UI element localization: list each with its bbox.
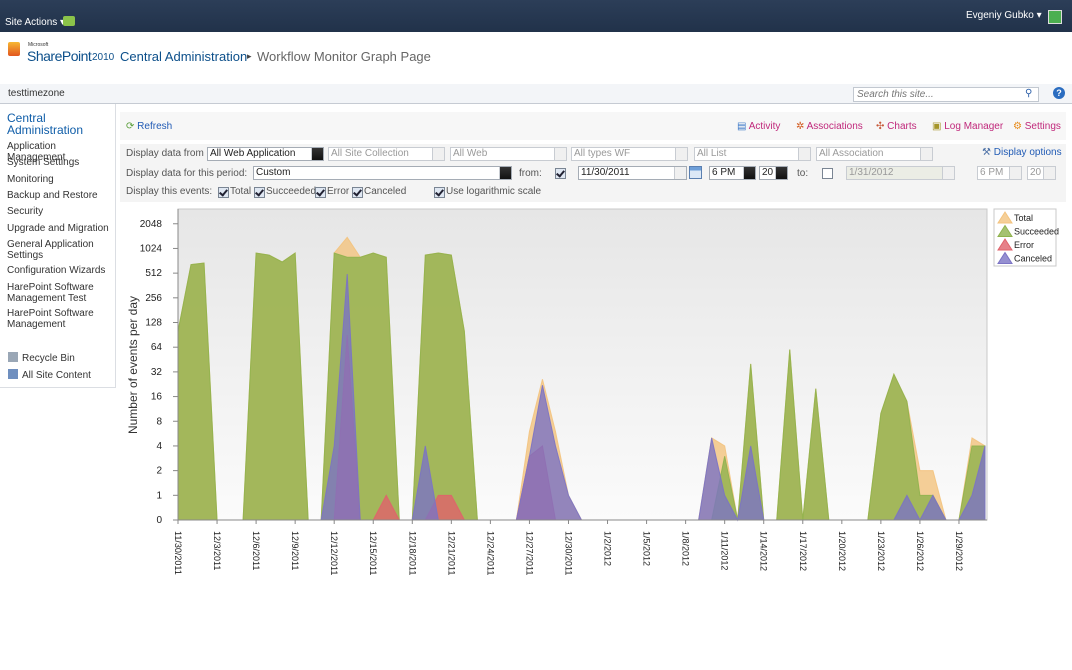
- x-tick-label: 1/5/2012: [642, 531, 652, 566]
- y-tick-label: 128: [145, 318, 162, 329]
- x-tick-label: 12/21/2011: [446, 531, 456, 575]
- y-tick-label: 16: [151, 392, 163, 403]
- x-tick-label: 12/9/2011: [290, 531, 300, 570]
- y-axis-title: Number of events per day: [126, 296, 140, 434]
- y-tick-label: 32: [151, 367, 163, 378]
- x-tick-label: 1/2/2012: [603, 531, 613, 566]
- x-tick-label: 12/12/2011: [329, 531, 339, 575]
- y-tick-label: 1: [156, 490, 162, 501]
- x-tick-label: 1/23/2012: [876, 531, 886, 571]
- x-tick-label: 11/30/2011: [173, 531, 183, 575]
- legend-label: Total: [1014, 213, 1033, 223]
- y-tick-label: 8: [156, 416, 162, 427]
- y-tick-label: 2048: [140, 219, 163, 230]
- x-tick-label: 1/8/2012: [681, 531, 691, 566]
- y-tick-label: 4: [156, 441, 162, 452]
- x-tick-label: 12/15/2011: [368, 531, 378, 575]
- x-tick-label: 1/11/2012: [720, 531, 730, 570]
- legend-label: Error: [1014, 240, 1034, 250]
- y-tick-label: 2: [156, 466, 162, 477]
- x-tick-label: 1/14/2012: [759, 531, 769, 571]
- y-tick-label: 256: [145, 293, 162, 304]
- y-tick-label: 512: [145, 268, 162, 279]
- legend-label: Succeeded: [1014, 227, 1059, 237]
- x-tick-label: 1/29/2012: [954, 531, 964, 571]
- x-tick-label: 12/24/2011: [485, 531, 495, 575]
- x-tick-label: 12/30/2011: [563, 531, 573, 575]
- x-tick-label: 12/3/2011: [212, 531, 222, 570]
- y-tick-label: 64: [151, 342, 163, 353]
- legend-label: Canceled: [1014, 254, 1052, 264]
- x-tick-label: 1/20/2012: [837, 531, 847, 571]
- y-tick-label: 1024: [140, 243, 163, 254]
- x-tick-label: 1/17/2012: [798, 531, 808, 571]
- x-tick-label: 12/18/2011: [407, 531, 417, 575]
- x-tick-label: 1/26/2012: [915, 531, 925, 571]
- x-tick-label: 12/27/2011: [524, 531, 534, 575]
- y-tick-label: 0: [156, 515, 162, 526]
- x-tick-label: 12/6/2011: [251, 531, 261, 570]
